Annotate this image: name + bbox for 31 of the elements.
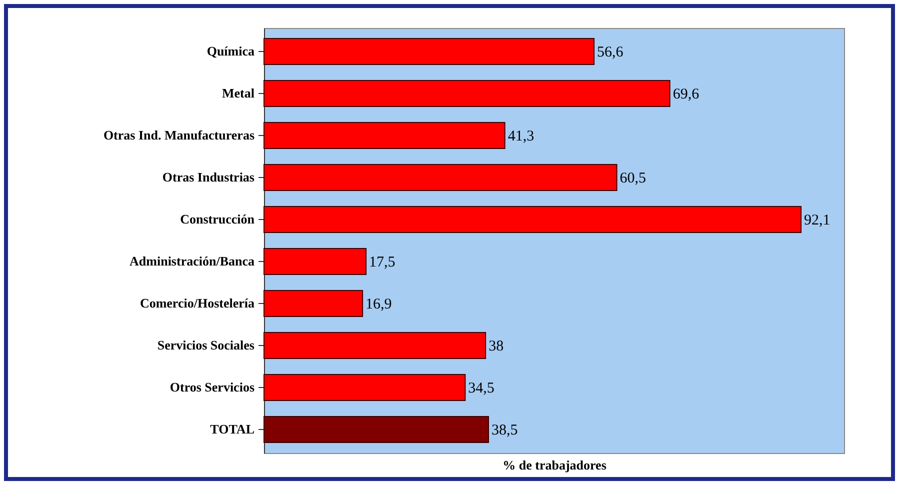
- bar: [264, 374, 466, 402]
- data-label: 92,1: [804, 212, 830, 228]
- data-label: 38: [488, 338, 504, 354]
- bar: [264, 164, 618, 192]
- data-label: 56,6: [597, 44, 624, 61]
- y-tick-label: Metal: [222, 86, 255, 101]
- y-tick-label: Otras Ind. Manufactureras: [103, 128, 254, 143]
- bar: [264, 80, 670, 108]
- bar: [264, 38, 595, 66]
- data-label: 38,5: [491, 422, 518, 438]
- bar: [264, 206, 802, 234]
- data-label: 41,3: [508, 128, 534, 145]
- data-label: 34,5: [468, 380, 494, 396]
- data-label: 16,9: [366, 296, 392, 312]
- data-label: 69,6: [672, 86, 700, 103]
- bar: [264, 290, 364, 318]
- bar: [264, 248, 367, 276]
- y-tick-label: Química: [206, 44, 255, 59]
- bar: [264, 122, 506, 150]
- bar: [264, 332, 486, 360]
- y-tick-label: Comercio/Hostelería: [140, 295, 255, 310]
- x-axis-title: % de trabajadores: [502, 458, 606, 472]
- data-label: 60,5: [620, 170, 646, 187]
- bar: [264, 416, 489, 443]
- y-tick-label: Servicios Sociales: [157, 337, 254, 352]
- y-tick-label: Otras Industrias: [162, 170, 254, 185]
- y-tick-label: Construcción: [180, 212, 256, 226]
- y-tick-label: Otros Servicios: [170, 379, 254, 394]
- data-label: 17,5: [369, 254, 396, 270]
- y-tick-label: TOTAL: [210, 421, 255, 436]
- y-tick-label: Administración/Banca: [130, 254, 255, 268]
